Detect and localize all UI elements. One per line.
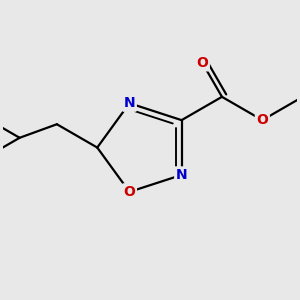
- Text: O: O: [256, 113, 268, 127]
- Text: O: O: [124, 185, 135, 199]
- Text: N: N: [176, 168, 188, 182]
- Text: N: N: [124, 96, 135, 110]
- Text: O: O: [196, 56, 208, 70]
